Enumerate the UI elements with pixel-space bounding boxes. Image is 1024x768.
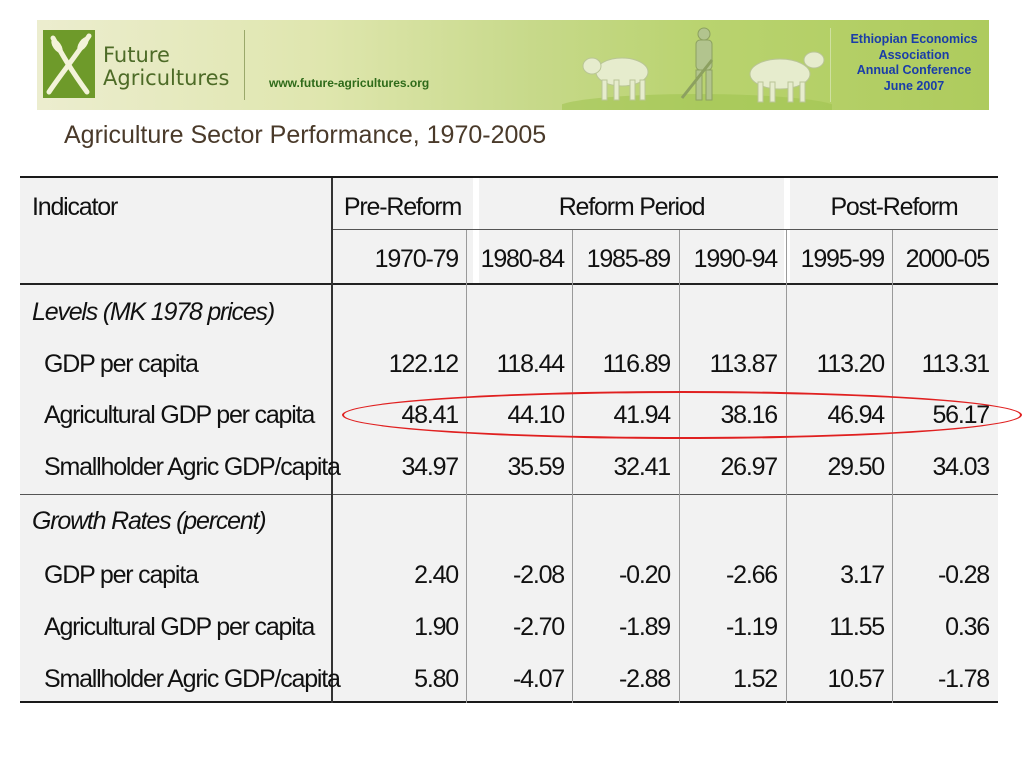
section-title-growth: Growth Rates (percent) xyxy=(32,507,267,535)
header-bottom-rule xyxy=(20,283,998,285)
conference-line: June 2007 xyxy=(883,78,945,93)
table-cell: 32.41 xyxy=(613,453,671,481)
table-cell: 46.94 xyxy=(827,401,885,429)
conference-info: Ethiopian Economics Association Annual C… xyxy=(834,32,989,94)
table-cell: 5.80 xyxy=(414,665,459,693)
period-header: 1980-84 xyxy=(480,245,566,273)
table-cell: -2.66 xyxy=(726,561,778,589)
section-rule xyxy=(20,494,998,495)
table-cell: -2.88 xyxy=(619,665,671,693)
indicator-header: Indicator xyxy=(32,193,118,221)
row-label: Smallholder Agric GDP/capita xyxy=(44,453,341,481)
table-cell: 0.36 xyxy=(945,613,990,641)
section-title-levels: Levels (MK 1978 prices) xyxy=(32,298,275,326)
table-cell: 34.97 xyxy=(401,453,459,481)
row-label: Agricultural GDP per capita xyxy=(44,401,315,429)
table-cell: -0.20 xyxy=(619,561,671,589)
conference-line: Annual Conference xyxy=(856,63,972,77)
group-separator xyxy=(784,178,790,285)
table-cell: 2.40 xyxy=(414,561,459,589)
table-cell: 122.12 xyxy=(388,350,459,378)
table-cell: 56.17 xyxy=(932,401,990,429)
period-header: 1995-99 xyxy=(800,245,886,273)
table-cell: 10.57 xyxy=(827,665,885,693)
table-cell: 44.10 xyxy=(507,401,565,429)
performance-table: Indicator Pre-Reform Reform Period Post-… xyxy=(20,176,998,703)
slide-title: Agriculture Sector Performance, 1970-200… xyxy=(64,121,547,149)
wheat-logo-icon xyxy=(43,30,95,98)
column-rule xyxy=(572,230,573,703)
period-header: 1985-89 xyxy=(586,245,672,273)
header-banner: Future Agricultures www.future-agricultu… xyxy=(37,20,989,110)
logo-divider xyxy=(244,30,245,100)
table-cell: 113.20 xyxy=(816,350,886,378)
table-cell: 38.16 xyxy=(720,401,778,429)
table-cell: 11.55 xyxy=(829,613,885,641)
future-agricultures-logo[interactable]: Future Agricultures xyxy=(37,20,282,110)
table-cell: -2.70 xyxy=(513,613,565,641)
group-header-post-reform: Post-Reform xyxy=(830,193,958,221)
period-header: 1990-94 xyxy=(693,245,779,273)
group-header-reform-period: Reform Period xyxy=(558,193,706,221)
period-header: 1970-79 xyxy=(374,245,460,273)
logo-line-2: Agricultures xyxy=(103,66,230,90)
logo-line-1: Future xyxy=(103,43,170,67)
table-cell: 34.03 xyxy=(932,453,990,481)
table-cell: -0.28 xyxy=(938,561,990,589)
table-cell: 41.94 xyxy=(613,401,671,429)
table-cell: 35.59 xyxy=(507,453,565,481)
table-cell: 1.90 xyxy=(414,613,459,641)
conference-line: Association xyxy=(878,47,950,62)
conference-line: Ethiopian Economics xyxy=(850,32,978,46)
row-label: GDP per capita xyxy=(44,350,199,378)
table-cell: 116.89 xyxy=(602,350,672,378)
table-cell: -1.89 xyxy=(619,613,671,641)
column-rule xyxy=(466,230,467,703)
group-separator xyxy=(473,178,479,285)
website-link[interactable]: www.future-agricultures.org xyxy=(269,76,430,90)
label-column-rule xyxy=(331,178,333,703)
header-rule xyxy=(332,229,998,230)
conference-divider xyxy=(830,28,831,102)
farmer-cattle-illustration xyxy=(562,27,832,110)
table-cell: 3.17 xyxy=(840,561,885,589)
logo-wordmark: Future Agricultures xyxy=(103,44,229,90)
period-header: 2000-05 xyxy=(905,245,991,273)
table-cell: -1.78 xyxy=(938,665,990,693)
table-cell: -4.07 xyxy=(513,665,565,693)
table-cell: 1.52 xyxy=(733,665,778,693)
group-header-pre-reform: Pre-Reform xyxy=(343,193,462,221)
table-cell: 48.41 xyxy=(401,401,459,429)
table-cell: -2.08 xyxy=(513,561,565,589)
column-rule xyxy=(679,230,680,703)
column-rule xyxy=(786,230,787,703)
table-cell: 113.87 xyxy=(709,350,779,378)
table-cell: 113.31 xyxy=(921,350,991,378)
table-cell: 118.44 xyxy=(496,350,566,378)
table-cell: 26.97 xyxy=(720,453,778,481)
table-cell: -1.19 xyxy=(726,613,778,641)
row-label: Agricultural GDP per capita xyxy=(44,613,315,641)
row-label: Smallholder Agric GDP/capita xyxy=(44,665,341,693)
table-cell: 29.50 xyxy=(827,453,885,481)
column-rule xyxy=(892,230,893,703)
row-label: GDP per capita xyxy=(44,561,199,589)
